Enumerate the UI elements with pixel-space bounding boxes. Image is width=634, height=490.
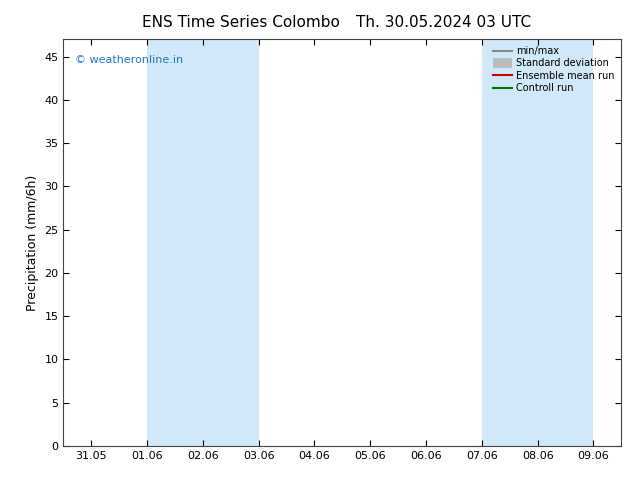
Bar bbox=[147, 39, 259, 446]
Y-axis label: Precipitation (mm/6h): Precipitation (mm/6h) bbox=[26, 174, 39, 311]
Legend: min/max, Standard deviation, Ensemble mean run, Controll run: min/max, Standard deviation, Ensemble me… bbox=[491, 44, 616, 95]
Text: Th. 30.05.2024 03 UTC: Th. 30.05.2024 03 UTC bbox=[356, 15, 531, 30]
Text: © weatheronline.in: © weatheronline.in bbox=[75, 55, 183, 66]
Text: ENS Time Series Colombo: ENS Time Series Colombo bbox=[142, 15, 340, 30]
Bar bbox=[482, 39, 593, 446]
